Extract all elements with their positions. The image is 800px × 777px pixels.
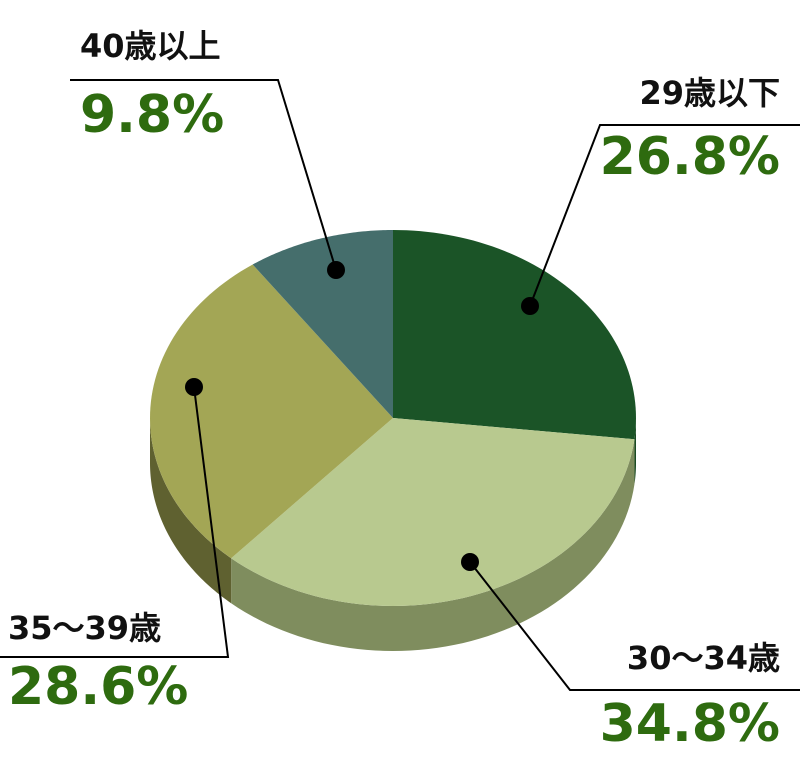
value-label: 34.8% — [600, 694, 780, 754]
leader-line — [469, 561, 800, 691]
category-label: 29歳以下 — [639, 74, 780, 112]
label-dot — [521, 297, 539, 315]
label-dot — [461, 553, 479, 571]
value-label: 9.8% — [80, 85, 224, 145]
slice — [150, 264, 393, 559]
category-label: 30〜34歳 — [627, 639, 780, 677]
slice — [252, 230, 393, 418]
category-label: 35〜39歳 — [8, 609, 161, 647]
slice-side — [150, 418, 232, 604]
value-label: 28.6% — [8, 657, 188, 717]
slice-side — [231, 439, 635, 651]
label-dot — [185, 378, 203, 396]
leader-line — [529, 124, 800, 307]
slice — [393, 230, 636, 440]
slice — [231, 418, 635, 606]
category-label: 40歳以上 — [80, 27, 221, 65]
value-label: 26.8% — [600, 127, 780, 187]
slice-side — [634, 418, 636, 485]
leader-line — [70, 79, 337, 271]
leader-line — [0, 386, 230, 658]
label-dot — [327, 261, 345, 279]
